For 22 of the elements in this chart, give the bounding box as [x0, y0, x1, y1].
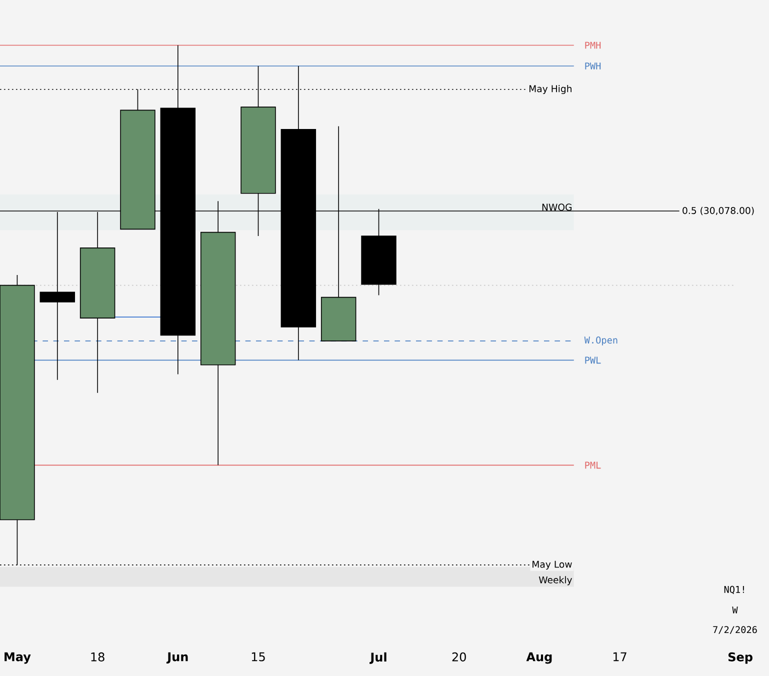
- x-tick-label: 18: [91, 652, 104, 662]
- annotation: 0.5 (30,078.00): [682, 206, 754, 216]
- ref-line-label: PMH: [585, 42, 601, 49]
- x-tick-label: Jul: [370, 652, 386, 664]
- band-label: Weekly: [538, 576, 572, 586]
- ref-line-label: PML: [585, 462, 601, 469]
- x-tick-label: 15: [252, 652, 265, 662]
- band-label: NWOG: [542, 204, 572, 211]
- x-tick-label: Sep: [728, 652, 752, 664]
- text: NQ1!: [724, 586, 744, 594]
- ref-line-label: PWL: [585, 356, 601, 364]
- x-tick-label: May: [4, 652, 31, 664]
- x-tick-label: 20: [452, 652, 466, 662]
- x-tick-label: Jun: [166, 652, 188, 664]
- x-tick-label: 17: [613, 652, 626, 662]
- ref-line-label: PWH: [585, 62, 601, 70]
- ref-line-label: May High: [529, 85, 572, 94]
- ref-line-label: May Low: [532, 560, 572, 570]
- text: 7/2/2026: [713, 626, 757, 634]
- text: W: [732, 606, 738, 614]
- ref-line-label: W.Open: [584, 336, 618, 346]
- x-tick-label: Aug: [526, 652, 552, 664]
